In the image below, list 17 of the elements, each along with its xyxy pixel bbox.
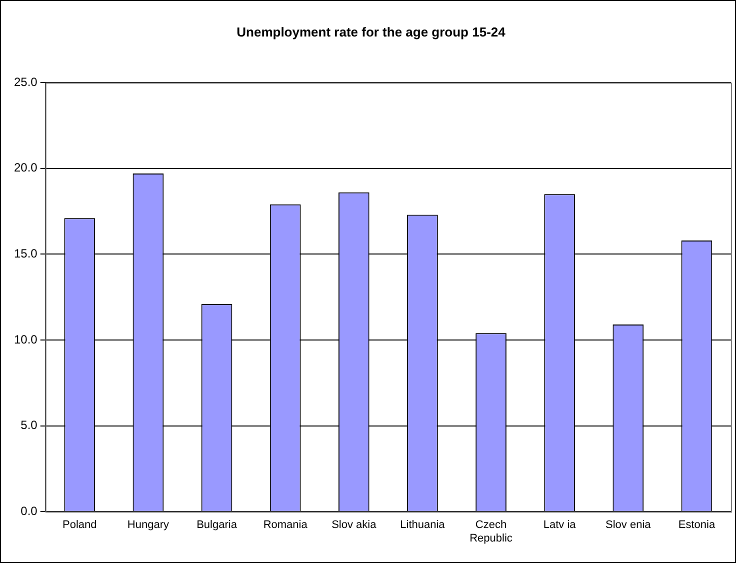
x-tick-label: Czech Republic [470,519,513,544]
x-tick-label: Romania [263,519,308,532]
x-tick-label: Latv ia [543,519,577,532]
x-tick-label: Slov enia [606,519,652,532]
x-tick-label: Estonia [678,519,716,532]
y-tick-label: 0.0 [20,504,38,518]
x-tick-label: Slov akia [332,519,378,532]
x-tick-label: Lithuania [400,519,446,532]
y-tick-label: 20.0 [14,160,38,175]
y-tick-label: 10.0 [14,332,38,346]
y-tick-label: 25.0 [14,74,38,89]
y-tick-label: 15.0 [14,246,38,261]
chart-title: Unemployment rate for the age group 15-24 [236,24,506,40]
x-tick-label: Bulgaria [196,519,238,532]
x-tick-label: Poland [62,519,97,532]
y-tick-label: 5.0 [20,418,38,432]
x-tick-label: Hungary [127,519,170,532]
